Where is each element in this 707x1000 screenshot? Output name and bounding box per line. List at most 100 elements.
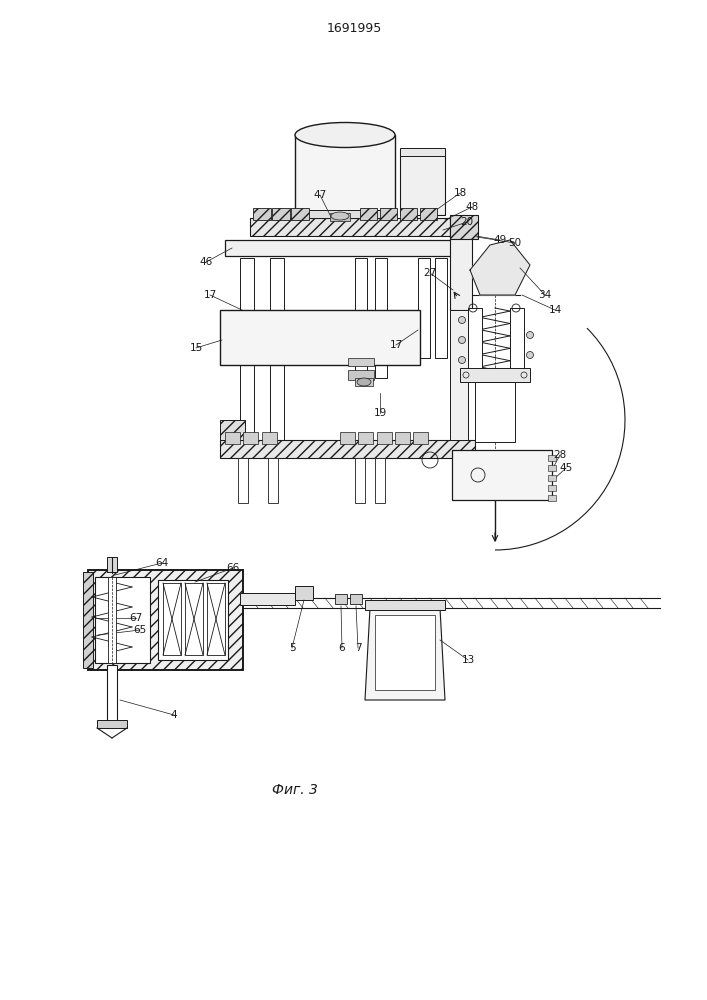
Bar <box>548 455 556 461</box>
Polygon shape <box>365 608 445 700</box>
Bar <box>225 240 455 256</box>
Bar <box>548 495 556 501</box>
Bar <box>291 208 309 220</box>
Text: 20: 20 <box>460 217 474 227</box>
Circle shape <box>527 352 534 359</box>
Text: 46: 46 <box>199 257 213 267</box>
Text: 65: 65 <box>134 625 146 635</box>
Bar <box>108 577 116 663</box>
Circle shape <box>459 357 465 363</box>
Text: 45: 45 <box>559 463 573 473</box>
Bar <box>107 665 117 725</box>
Bar <box>253 208 271 220</box>
Text: 50: 50 <box>508 238 522 248</box>
Text: 67: 67 <box>129 613 143 623</box>
Bar <box>240 258 254 443</box>
Bar <box>355 458 365 503</box>
Bar <box>97 720 127 728</box>
Bar <box>95 577 150 663</box>
Bar <box>418 258 430 358</box>
Text: 34: 34 <box>538 290 551 300</box>
Ellipse shape <box>357 378 371 386</box>
Bar <box>270 258 284 443</box>
Bar <box>88 570 243 670</box>
Circle shape <box>459 336 465 344</box>
Bar <box>330 213 350 221</box>
Polygon shape <box>470 240 530 295</box>
Bar <box>420 208 437 220</box>
Bar <box>475 382 515 442</box>
Circle shape <box>527 332 534 338</box>
Bar <box>395 432 410 444</box>
Bar <box>238 458 248 503</box>
Text: 14: 14 <box>549 305 561 315</box>
Bar <box>460 368 530 382</box>
Text: 17: 17 <box>204 290 216 300</box>
Bar <box>355 378 373 386</box>
Bar <box>207 583 225 655</box>
Bar <box>295 135 395 215</box>
Text: 18: 18 <box>453 188 467 198</box>
Text: 19: 19 <box>373 408 387 418</box>
Bar <box>185 583 203 655</box>
Bar <box>335 594 347 604</box>
Bar <box>262 432 277 444</box>
Bar <box>250 218 450 236</box>
Bar <box>295 210 395 218</box>
Text: 17: 17 <box>390 340 402 350</box>
Bar <box>107 557 117 572</box>
Bar <box>400 208 417 220</box>
Bar <box>360 208 377 220</box>
Bar <box>510 308 524 370</box>
Text: 1691995: 1691995 <box>327 21 382 34</box>
Text: 47: 47 <box>313 190 327 200</box>
Text: 5: 5 <box>288 643 296 653</box>
Bar <box>348 370 374 380</box>
Text: 7: 7 <box>355 643 361 653</box>
Bar <box>400 150 445 215</box>
Bar <box>348 358 374 366</box>
Bar <box>340 432 355 444</box>
Bar <box>548 485 556 491</box>
Text: 49: 49 <box>493 235 507 245</box>
Text: 4: 4 <box>170 710 177 720</box>
Bar <box>548 475 556 481</box>
Bar <box>83 572 93 668</box>
Bar <box>413 432 428 444</box>
Bar <box>468 308 482 370</box>
Text: 27: 27 <box>423 268 437 278</box>
Text: 66: 66 <box>226 563 240 573</box>
Bar <box>377 432 392 444</box>
Text: 13: 13 <box>462 655 474 665</box>
Bar <box>272 208 290 220</box>
Text: 15: 15 <box>189 343 203 353</box>
Bar <box>365 600 445 610</box>
Bar <box>375 258 387 378</box>
Text: 28: 28 <box>554 450 566 460</box>
Bar <box>435 258 447 358</box>
Ellipse shape <box>295 122 395 147</box>
Bar <box>548 465 556 471</box>
Bar <box>240 593 295 605</box>
Bar <box>163 583 181 655</box>
Text: 6: 6 <box>339 643 345 653</box>
Bar <box>450 230 472 310</box>
Bar <box>355 258 367 378</box>
Bar <box>380 208 397 220</box>
Bar <box>350 594 362 604</box>
Bar <box>452 450 552 500</box>
Text: Фиг. 3: Фиг. 3 <box>272 783 318 797</box>
Bar <box>450 215 478 239</box>
Bar <box>220 440 475 458</box>
Bar <box>158 580 228 660</box>
Bar <box>88 570 243 670</box>
Bar <box>450 310 468 440</box>
Text: 64: 64 <box>156 558 169 568</box>
Bar <box>358 432 373 444</box>
Ellipse shape <box>331 212 349 220</box>
Bar <box>295 586 313 600</box>
Text: 48: 48 <box>465 202 479 212</box>
Bar <box>375 615 435 690</box>
Circle shape <box>459 316 465 324</box>
Bar <box>220 310 420 365</box>
